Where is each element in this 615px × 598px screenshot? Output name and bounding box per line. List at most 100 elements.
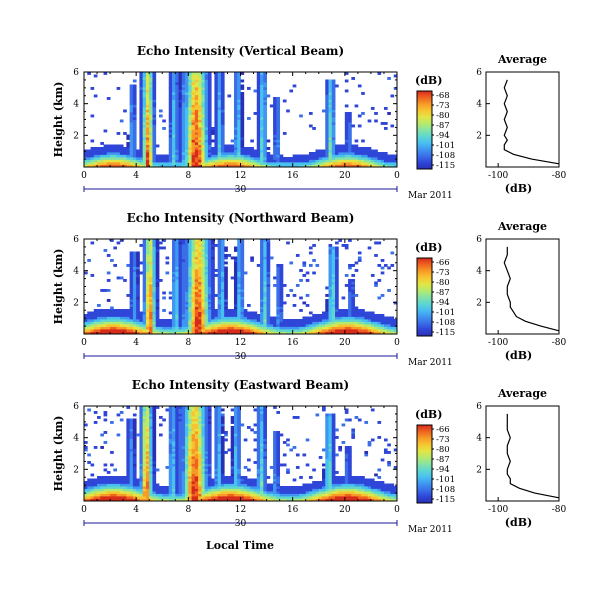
y-axis-label: Height (km)	[52, 249, 65, 325]
colorbar-tick-label: -73	[436, 435, 450, 445]
colorbar-tick-label: -101	[436, 475, 455, 485]
profile-y-tick-label: 6	[476, 68, 482, 78]
colorbar-tick-label: -108	[436, 151, 455, 161]
profile-x-tick-label: -100	[488, 171, 508, 181]
x-tick-label: 16	[287, 338, 299, 348]
colorbar-tick-label: -101	[436, 308, 455, 318]
profile-x-label: (dB)	[505, 182, 532, 195]
x-tick-label: 16	[287, 171, 299, 181]
colorbar-tick-label: -94	[436, 465, 450, 475]
y-tick-label: 4	[73, 267, 79, 277]
colorbar-tick-label: -80	[436, 278, 450, 288]
x-tick-label: 12	[235, 505, 246, 515]
x-tick-label: 0	[81, 505, 87, 515]
day-label: 30	[235, 185, 247, 195]
x-tick-label: 4	[133, 505, 139, 515]
profile-y-tick-label: 6	[476, 235, 482, 245]
day-label: 30	[235, 352, 247, 362]
colorbar-tick-label: -80	[436, 445, 450, 455]
y-tick-label: 2	[73, 465, 79, 475]
colorbar-tick-label: -87	[436, 455, 450, 465]
heatmap-field	[84, 239, 398, 335]
colorbar-tick-label: -108	[436, 485, 455, 495]
date-label: Mar 2011	[408, 191, 453, 201]
x-tick-label: 0	[81, 338, 87, 348]
profile-y-tick-label: 2	[476, 465, 482, 475]
profile-x-label: (dB)	[505, 516, 532, 529]
colorbar-tick-label: -115	[436, 328, 455, 338]
y-axis-label: Height (km)	[52, 416, 65, 492]
profile-x-tick-label: -80	[552, 505, 567, 515]
x-tick-label: 8	[185, 171, 191, 181]
colorbar-tick-label: -94	[436, 298, 450, 308]
colorbar-tick-label: -66	[436, 258, 450, 268]
y-axis-label: Height (km)	[52, 82, 65, 158]
date-label: Mar 2011	[408, 358, 453, 368]
y-tick-label: 4	[73, 434, 79, 444]
y-tick-label: 4	[73, 100, 79, 110]
heatmap-field	[84, 72, 398, 168]
y-tick-label: 6	[73, 402, 79, 412]
panel-1: Echo Intensity (Vertical Beam) 0 4 8 12 16 20 0…	[52, 44, 567, 201]
profile-title: Average	[497, 53, 547, 66]
colorbar-tick-label: -73	[436, 268, 450, 278]
y-tick-label: 2	[73, 131, 79, 141]
colorbar-unit: (dB)	[415, 408, 442, 421]
x-tick-label: 12	[235, 171, 246, 181]
x-tick-label: 0	[81, 171, 87, 181]
date-label: Mar 2011	[408, 525, 453, 535]
panel-2: Echo Intensity (Northward Beam)0 4 8 12 16 20…	[52, 211, 567, 368]
profile-y-tick-label: 6	[476, 402, 482, 412]
profile-y-tick-label: 4	[476, 434, 482, 444]
colorbar	[416, 424, 433, 504]
y-tick-label: 6	[73, 68, 79, 78]
colorbar-tick-label: -80	[436, 111, 450, 121]
colorbar-tick-label: -66	[436, 425, 450, 435]
colorbar-tick-label: -108	[436, 318, 455, 328]
x-tick-label: 0	[394, 505, 400, 515]
colorbar-tick-label: -101	[436, 141, 455, 151]
colorbar-unit: (dB)	[415, 74, 442, 87]
colorbar-tick-label: -94	[436, 131, 450, 141]
colorbar-tick-label: -87	[436, 288, 450, 298]
y-tick-label: 2	[73, 298, 79, 308]
x-tick-label: 4	[133, 338, 139, 348]
x-tick-label: 20	[339, 171, 351, 181]
profile-title: Average	[497, 220, 547, 233]
profile-title: Average	[497, 387, 547, 400]
profile-y-tick-label: 4	[476, 267, 482, 277]
colorbar	[416, 90, 433, 170]
heatmap-field	[84, 406, 398, 502]
day-label: 30	[235, 519, 247, 529]
x-tick-label: 12	[235, 338, 246, 348]
profile-x-tick-label: -80	[552, 338, 567, 348]
x-tick-label: 4	[133, 171, 139, 181]
profile-x-tick-label: -80	[552, 171, 567, 181]
profile-y-tick-label: 2	[476, 131, 482, 141]
x-axis-label: Local Time	[206, 539, 274, 552]
x-tick-label: 20	[339, 338, 351, 348]
colorbar-unit: (dB)	[415, 241, 442, 254]
chart-title: Echo Intensity (Vertical Beam)	[137, 44, 344, 58]
x-tick-label: 20	[339, 505, 351, 515]
colorbar-tick-label: -73	[436, 101, 450, 111]
y-tick-label: 6	[73, 235, 79, 245]
x-tick-label: 8	[185, 338, 191, 348]
colorbar-tick-label: -68	[436, 91, 450, 101]
profile-x-tick-label: -100	[488, 505, 508, 515]
chart-title: Echo Intensity (Eastward Beam)	[132, 378, 349, 392]
profile-line	[503, 79, 560, 165]
profile-frame	[485, 238, 560, 335]
profile-y-tick-label: 2	[476, 298, 482, 308]
x-tick-label: 0	[394, 338, 400, 348]
profile-x-tick-label: -100	[488, 338, 508, 348]
chart-title: Echo Intensity (Northward Beam)	[127, 211, 355, 225]
x-tick-label: 16	[287, 505, 299, 515]
x-tick-label: 0	[394, 171, 400, 181]
panel-3: Echo Intensity (Eastward Beam) 0 4 8 12 16 20 0…	[52, 378, 567, 535]
profile-frame	[485, 405, 560, 502]
colorbar-tick-label: -115	[436, 161, 455, 171]
colorbar-tick-label: -87	[436, 121, 450, 131]
profile-frame	[485, 71, 560, 168]
